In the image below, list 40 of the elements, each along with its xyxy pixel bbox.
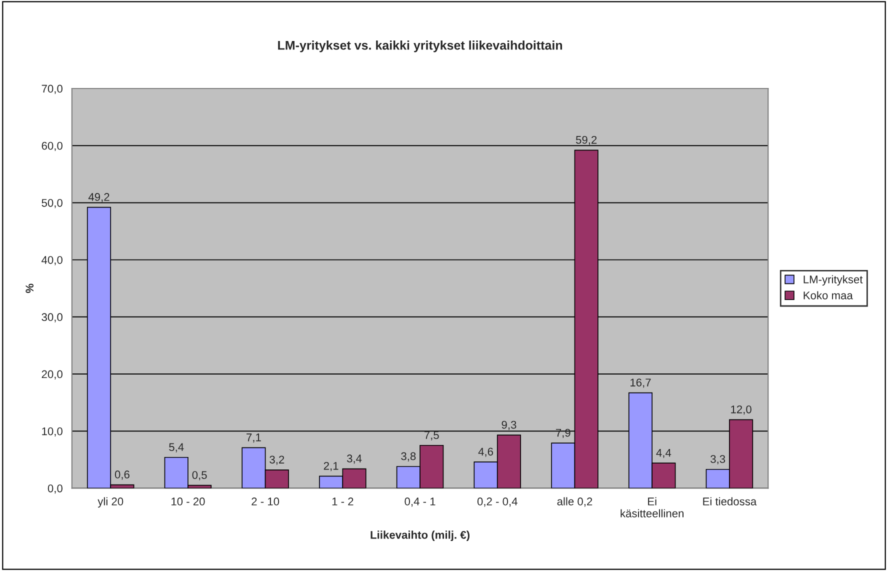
- data-label: 0,5: [192, 471, 207, 480]
- y-tick-label: 0,0: [48, 484, 62, 494]
- y-axis-title: %: [26, 284, 34, 294]
- data-label: 4,4: [656, 448, 672, 458]
- y-tick-label: 20,0: [42, 370, 62, 380]
- data-label: 16,7: [630, 378, 651, 388]
- data-label: 3,3: [710, 455, 726, 464]
- x-tick-label: alle 0,2: [557, 497, 592, 507]
- data-label: 49,2: [88, 193, 110, 202]
- data-label: 5,4: [169, 443, 184, 452]
- data-label: 7,1: [246, 434, 261, 443]
- data-label: 3,2: [270, 456, 284, 465]
- legend-label: LM-yritykset: [804, 275, 863, 286]
- y-tick-label: 60,0: [42, 142, 62, 152]
- x-axis-title: Liikevaihto (milj. €): [370, 530, 470, 542]
- y-tick-label: 70,0: [42, 84, 62, 94]
- chart-title: LM-yritykset vs. kaikki yritykset liikevaihdoittain: [278, 40, 562, 52]
- x-tick-label: yli 20: [98, 497, 124, 508]
- x-tick-label: 0,4 - 1: [404, 498, 436, 507]
- data-label: 59,2: [576, 136, 597, 146]
- data-label: 9,3: [502, 420, 516, 430]
- x-tick-label: Ei tiedossa: [703, 497, 757, 506]
- data-label: 3,8: [401, 452, 416, 462]
- data-label: 3,4: [346, 454, 362, 464]
- x-tick-label: 2 - 10: [252, 498, 280, 506]
- x-tick-label: Ei käsitteellinen: [620, 497, 684, 518]
- data-label: 0,6: [114, 470, 130, 480]
- x-tick-label: 0,2 - 0,4: [477, 498, 518, 507]
- x-tick-label: 10 - 20: [172, 498, 205, 506]
- y-tick-label: 10,0: [42, 427, 62, 437]
- y-tick-label: 30,0: [42, 313, 62, 322]
- y-tick-label: 40,0: [42, 256, 62, 266]
- legend-label: Koko maa: [804, 291, 853, 300]
- data-label: 12,0: [731, 405, 752, 415]
- data-label: 2,1: [324, 462, 338, 472]
- data-label: 7,9: [556, 428, 570, 438]
- data-label: 4,6: [478, 448, 494, 457]
- x-tick-label: 1 - 2: [332, 498, 354, 506]
- y-tick-label: 50,0: [42, 198, 62, 208]
- data-label: 7,5: [424, 431, 439, 440]
